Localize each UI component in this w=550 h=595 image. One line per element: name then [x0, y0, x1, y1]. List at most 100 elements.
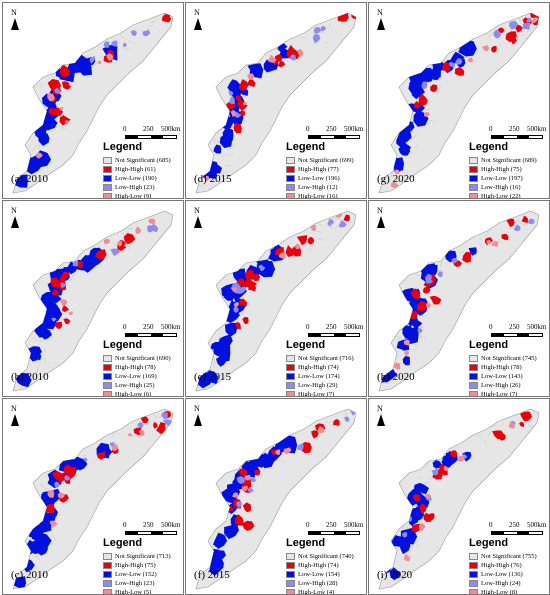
- legend-entry: Not Significant (740): [286, 552, 366, 561]
- cluster-low-low: [402, 356, 410, 366]
- scale-bar-graphic: [308, 333, 360, 337]
- cluster-high-high: [61, 271, 69, 279]
- map-legend: Legend Not Significant (689) High-High (75…: [469, 141, 549, 199]
- cluster-high-high: [406, 310, 418, 320]
- county-boundary: [396, 129, 403, 131]
- county-boundary: [334, 225, 338, 230]
- legend-swatch: [469, 184, 478, 191]
- scale-bar-graphic: [125, 531, 177, 535]
- legend-entry: Low-High (16): [469, 183, 549, 192]
- cluster-high-low: [443, 465, 449, 472]
- cluster-low-low: [232, 478, 243, 489]
- cluster-low-low: [15, 372, 32, 388]
- cluster-low-high: [526, 17, 532, 23]
- legend-swatch: [286, 391, 295, 396]
- county-boundary: [92, 459, 98, 464]
- cluster-high-high: [539, 208, 547, 217]
- panel-caption: (c) 2010: [11, 569, 48, 581]
- north-label: N: [377, 8, 383, 17]
- cluster-high-high: [418, 93, 428, 107]
- cluster-low-low: [222, 290, 235, 301]
- cluster-high-low: [418, 522, 426, 532]
- county-boundary: [518, 221, 526, 227]
- legend-title: Legend: [286, 339, 326, 351]
- panel-caption: (i) 2020: [377, 569, 413, 581]
- scale-bar-graphic: [491, 135, 543, 139]
- county-boundary: [58, 125, 65, 130]
- legend-entry: Low-High (23): [103, 183, 183, 192]
- cluster-high-low: [467, 57, 473, 63]
- map-legend: Legend Not Significant (745) High-High (78…: [469, 339, 549, 396]
- county-boundary: [122, 48, 130, 51]
- legend-entry: High-Low (8): [469, 588, 549, 595]
- cluster-low-high: [130, 30, 137, 36]
- cluster-low-high: [228, 90, 234, 97]
- legend-swatch: [469, 193, 478, 198]
- cluster-low-high: [142, 29, 151, 37]
- county-boundary: [220, 172, 226, 176]
- county-boundary: [255, 476, 262, 481]
- north-label: N: [11, 206, 17, 215]
- legend-label: High-Low (8): [481, 589, 518, 595]
- cluster-low-low: [213, 532, 228, 549]
- cluster-high-low: [68, 311, 73, 316]
- legend-label: Not Significant (685): [115, 157, 171, 164]
- cluster-layer: [198, 13, 356, 192]
- county-boundary: [395, 179, 403, 185]
- county-boundary: [408, 93, 416, 99]
- cluster-layer: [14, 13, 172, 188]
- county-boundary: [326, 409, 334, 411]
- legend-entry: High-Low (9): [103, 192, 183, 199]
- county-boundary: [427, 119, 435, 122]
- legend-swatch: [103, 382, 112, 389]
- region-not-significant: [195, 12, 357, 194]
- map-panel-i: N 0 250 500km Legend Not Significant (755) Hig…: [368, 398, 550, 595]
- county-boundary: [91, 62, 99, 68]
- county-boundary: [146, 409, 150, 412]
- cluster-high-low: [243, 100, 248, 106]
- county-boundary: [68, 477, 76, 486]
- county-boundary: [413, 344, 420, 352]
- scale-bar-graphic: [491, 531, 543, 535]
- legend-swatch: [286, 589, 295, 594]
- legend-swatch: [286, 553, 295, 560]
- cluster-high-low: [233, 302, 240, 308]
- cluster-low-high: [509, 21, 519, 30]
- legend-label: High-Low (22): [481, 193, 521, 199]
- legend-entry: Low-Low (152): [103, 570, 183, 579]
- arrow-up-icon: [194, 18, 202, 30]
- cluster-high-low: [111, 444, 119, 451]
- scale-bar: 0 250 500km: [304, 323, 366, 339]
- legend-swatch: [286, 193, 295, 198]
- legend-entry: High-Low (4): [286, 588, 366, 595]
- county-boundary: [488, 25, 495, 28]
- scale-bar: 0 250 500km: [121, 125, 183, 141]
- county-boundary: [526, 27, 534, 33]
- county-boundary: [514, 218, 520, 224]
- cluster-high-low: [508, 420, 515, 429]
- cluster-high-low: [491, 241, 499, 247]
- legend-entry: High-Low (6): [103, 390, 183, 396]
- legend-swatch: [469, 373, 478, 380]
- legend-label: High-Low (9): [115, 193, 152, 199]
- cluster-low-high: [493, 29, 502, 39]
- cluster-high-low: [232, 492, 239, 499]
- legend-label: High-Low (4): [298, 589, 335, 595]
- county-boundary: [484, 440, 488, 447]
- county-boundary: [24, 361, 26, 366]
- cluster-high-low: [59, 299, 68, 307]
- cluster-low-high: [103, 41, 110, 48]
- county-boundary: [437, 269, 443, 272]
- cluster-high-high: [235, 94, 242, 102]
- cluster-low-high: [522, 22, 531, 30]
- cluster-high-high: [285, 245, 296, 257]
- cluster-low-high: [233, 306, 239, 313]
- legend-label: Low-Low (196): [298, 175, 340, 182]
- region-not-significant: [378, 12, 540, 194]
- cluster-high-low: [47, 92, 55, 102]
- cluster-low-high: [54, 481, 60, 488]
- scale-bar-graphic: [125, 135, 177, 139]
- legend-entry: High-High (78): [103, 363, 183, 372]
- cluster-low-high: [72, 260, 78, 267]
- county-boundary: [52, 534, 57, 541]
